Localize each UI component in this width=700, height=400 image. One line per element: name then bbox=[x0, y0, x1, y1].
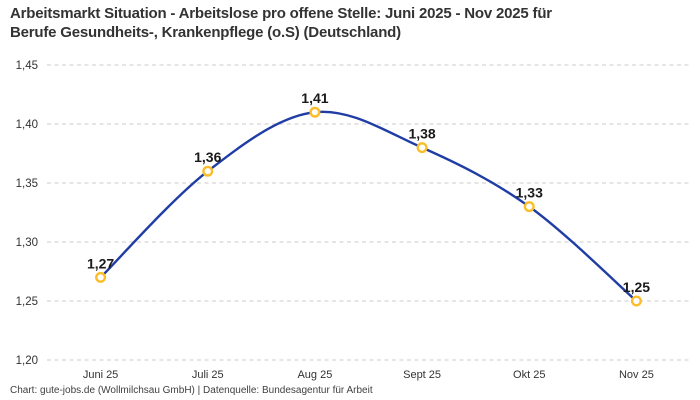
x-axis-tick-label: Nov 25 bbox=[619, 369, 654, 381]
data-point-marker bbox=[630, 295, 642, 307]
data-point-value-label: 1,41 bbox=[301, 90, 328, 106]
data-point-marker bbox=[309, 106, 321, 118]
chart-title: Arbeitsmarkt Situation - Arbeitslose pro… bbox=[10, 5, 552, 41]
data-point-value-label: 1,36 bbox=[194, 149, 221, 165]
data-point-value-label: 1,38 bbox=[408, 126, 435, 142]
y-axis-tick-label: 1,20 bbox=[16, 355, 38, 367]
data-point-value-label: 1,27 bbox=[87, 255, 114, 271]
x-axis-tick-label: Aug 25 bbox=[297, 369, 332, 381]
chart-attribution: Chart: gute-jobs.de (Wollmilchsau GmbH) … bbox=[10, 385, 373, 396]
data-point-value-label: 1,25 bbox=[623, 279, 650, 295]
x-axis-tick-label: Okt 25 bbox=[513, 369, 545, 381]
y-axis-tick-label: 1,45 bbox=[16, 60, 38, 72]
trend-line bbox=[99, 110, 638, 303]
y-axis-tick-label: 1,40 bbox=[16, 119, 38, 131]
data-point-value-label: 1,33 bbox=[516, 185, 543, 201]
y-axis-tick-label: 1,35 bbox=[16, 178, 38, 190]
data-point-marker bbox=[416, 142, 428, 154]
data-point-marker bbox=[95, 271, 107, 283]
y-axis-tick-label: 1,30 bbox=[16, 237, 38, 249]
data-point-marker bbox=[202, 165, 214, 177]
data-point-marker bbox=[523, 201, 535, 213]
x-axis-tick-label: Juli 25 bbox=[192, 369, 224, 381]
x-axis-tick-label: Sept 25 bbox=[403, 369, 441, 381]
x-axis-tick-label: Juni 25 bbox=[83, 369, 118, 381]
y-axis-tick-label: 1,25 bbox=[16, 296, 38, 308]
